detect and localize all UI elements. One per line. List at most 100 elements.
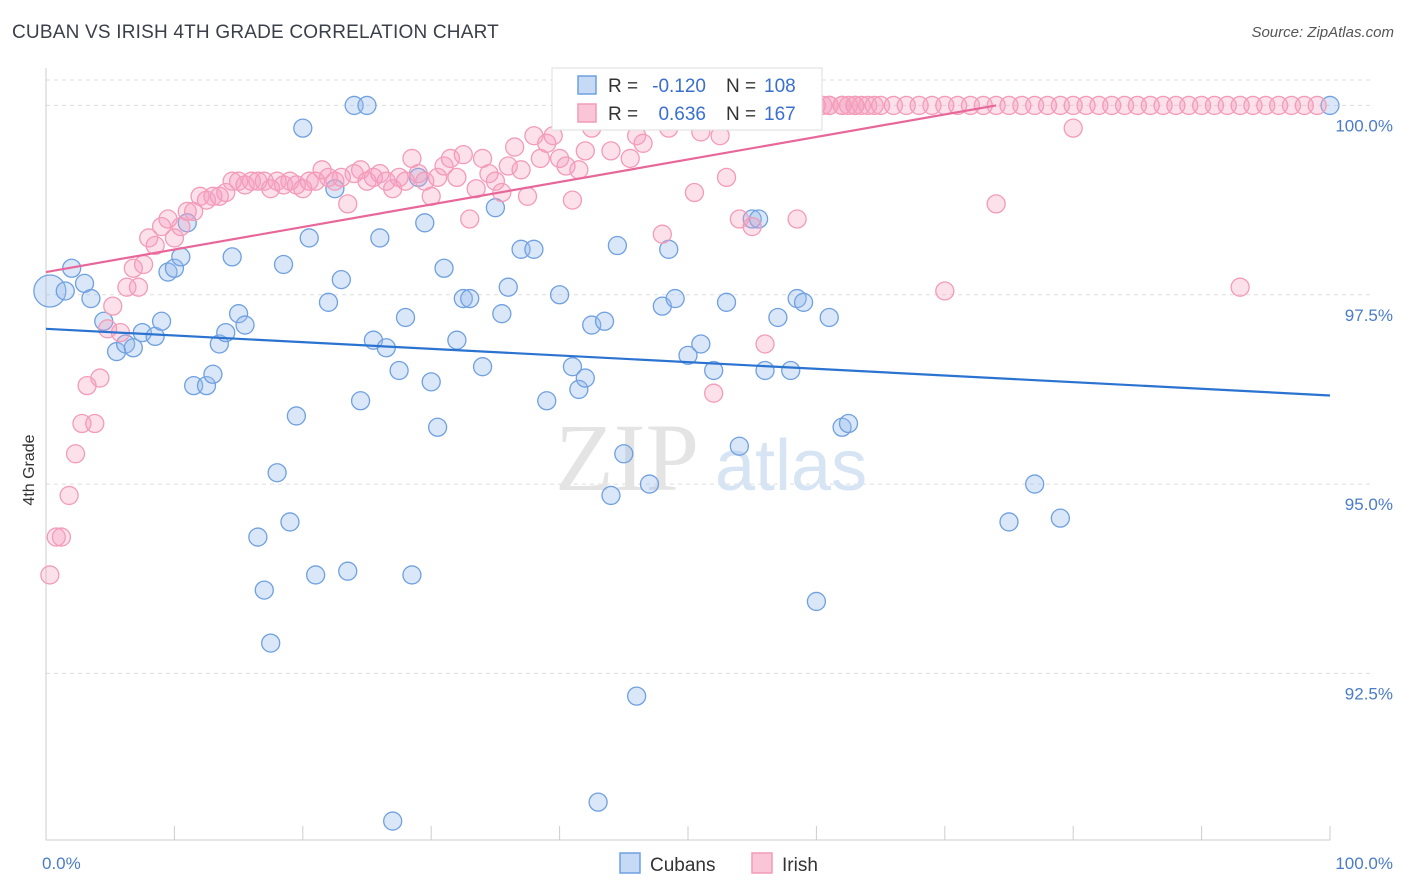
point-cubans [286, 406, 307, 426]
point-cubans [164, 258, 185, 278]
point-cubans [318, 292, 339, 312]
point-cubans [389, 360, 409, 381]
point-irish [46, 527, 66, 547]
point-cubans [81, 288, 101, 309]
point-cubans [819, 307, 839, 328]
point-cubans [665, 288, 685, 309]
point-irish [434, 156, 454, 176]
point-cubans [235, 315, 255, 335]
bottom-legend-swatch-cubans [619, 852, 641, 874]
point-cubans [460, 288, 480, 309]
point-cubans [1050, 508, 1071, 528]
point-irish [1230, 277, 1250, 297]
point-irish [460, 209, 480, 229]
y-tick-label: 97.5% [1345, 306, 1393, 325]
point-cubans [999, 512, 1019, 532]
point-cubans [248, 527, 268, 547]
point-irish [742, 216, 762, 237]
bottom-legend: Cubans Irish [619, 852, 818, 876]
point-irish [517, 186, 538, 206]
bottom-legend-label-irish: Irish [782, 855, 818, 876]
point-irish [145, 235, 165, 256]
legend-r-value-1: -0.120 [652, 76, 706, 97]
legend-n-value-1: 108 [764, 76, 796, 97]
legend-swatch-irish [577, 103, 597, 123]
point-cubans [427, 417, 448, 437]
point-cubans [678, 345, 698, 365]
point-cubans [350, 391, 371, 411]
point-irish [569, 160, 589, 180]
point-irish [1063, 118, 1083, 138]
point-cubans [1025, 474, 1045, 494]
point-irish [453, 145, 473, 165]
point-irish [601, 141, 621, 161]
y-tick-label: 95.0% [1345, 495, 1393, 514]
point-cubans [716, 292, 737, 312]
point-cubans [434, 258, 454, 278]
point-irish [299, 171, 319, 191]
point-cubans [209, 334, 229, 354]
point-cubans [691, 334, 711, 354]
point-irish [479, 163, 499, 184]
y-tick-label: 92.5% [1345, 684, 1393, 703]
point-cubans [755, 360, 775, 381]
point-cubans [383, 811, 403, 831]
point-cubans [123, 338, 143, 358]
point-cubans [594, 311, 615, 331]
point-cubans [325, 179, 345, 199]
point-cubans [492, 304, 512, 324]
point-cubans [261, 633, 281, 653]
source-label: Source: ZipAtlas.com [1251, 24, 1394, 41]
point-cubans [781, 360, 801, 381]
point-cubans [601, 485, 621, 506]
point-cubans [498, 277, 518, 297]
point-irish [40, 565, 60, 585]
point-cubans [55, 281, 75, 301]
point-irish [123, 258, 143, 278]
trend-lines [45, 104, 1331, 397]
point-irish [485, 171, 506, 191]
point-irish [51, 527, 72, 547]
legend-n-label-1: N = [726, 76, 756, 97]
point-irish [562, 190, 583, 210]
point-cubans [293, 118, 313, 138]
point-cubans [338, 561, 358, 581]
point-irish [620, 148, 640, 169]
point-irish [864, 95, 884, 116]
point-irish [549, 148, 570, 169]
point-irish [85, 413, 105, 434]
point-cubans [588, 792, 608, 812]
point-cubans [562, 357, 583, 377]
legend-r-label-1: R = [608, 76, 638, 97]
point-cubans [626, 686, 647, 706]
point-irish [139, 228, 159, 248]
point-cubans [569, 379, 589, 400]
point-irish [511, 160, 531, 180]
point-irish [427, 167, 448, 188]
point-cubans [357, 95, 377, 116]
point-cubans [607, 235, 628, 256]
watermark-zip: ZIP [555, 404, 699, 511]
point-irish [755, 334, 775, 354]
point-irish [338, 194, 358, 214]
point-cubans [305, 565, 326, 585]
point-cubans [806, 591, 827, 612]
point-irish [935, 281, 955, 301]
point-irish [312, 160, 332, 180]
point-cubans [196, 375, 217, 396]
point-cubans [614, 444, 634, 464]
point-irish [133, 254, 154, 275]
point-cubans [299, 228, 319, 248]
point-cubans [151, 311, 172, 331]
trend-line-cubans [45, 327, 1331, 397]
point-cubans [549, 285, 570, 305]
legend-n-label-2: N = [726, 104, 756, 125]
point-irish [652, 224, 672, 244]
point-cubans [370, 228, 390, 248]
point-irish [59, 485, 79, 506]
trend-line-irish [45, 104, 997, 274]
point-cubans [415, 213, 435, 233]
point-cubans [453, 288, 473, 309]
x-tick-label: 0.0% [42, 854, 81, 873]
top-legend: R = -0.120 N = 108 R = 0.636 N = 167 [551, 67, 823, 131]
